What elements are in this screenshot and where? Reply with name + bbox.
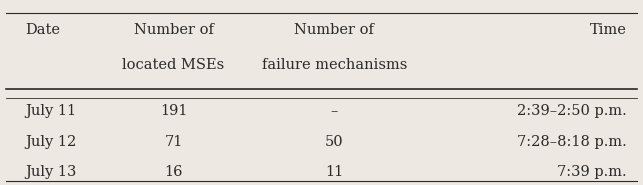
Text: July 13: July 13: [26, 165, 77, 179]
Text: failure mechanisms: failure mechanisms: [262, 58, 407, 72]
Text: Date: Date: [26, 23, 60, 37]
Text: July 11: July 11: [26, 104, 77, 118]
Text: Number of: Number of: [134, 23, 213, 37]
Text: 71: 71: [165, 135, 183, 149]
Text: 50: 50: [325, 135, 343, 149]
Text: 2:39–2:50 p.m.: 2:39–2:50 p.m.: [517, 104, 627, 118]
Text: Number of: Number of: [294, 23, 374, 37]
Text: –: –: [331, 104, 338, 118]
Text: 7:28–8:18 p.m.: 7:28–8:18 p.m.: [517, 135, 627, 149]
Text: located MSEs: located MSEs: [122, 58, 225, 72]
Text: Time: Time: [590, 23, 627, 37]
Text: 191: 191: [160, 104, 187, 118]
Text: 7:39 p.m.: 7:39 p.m.: [557, 165, 627, 179]
Text: 11: 11: [325, 165, 343, 179]
Text: July 12: July 12: [26, 135, 77, 149]
Text: 16: 16: [165, 165, 183, 179]
